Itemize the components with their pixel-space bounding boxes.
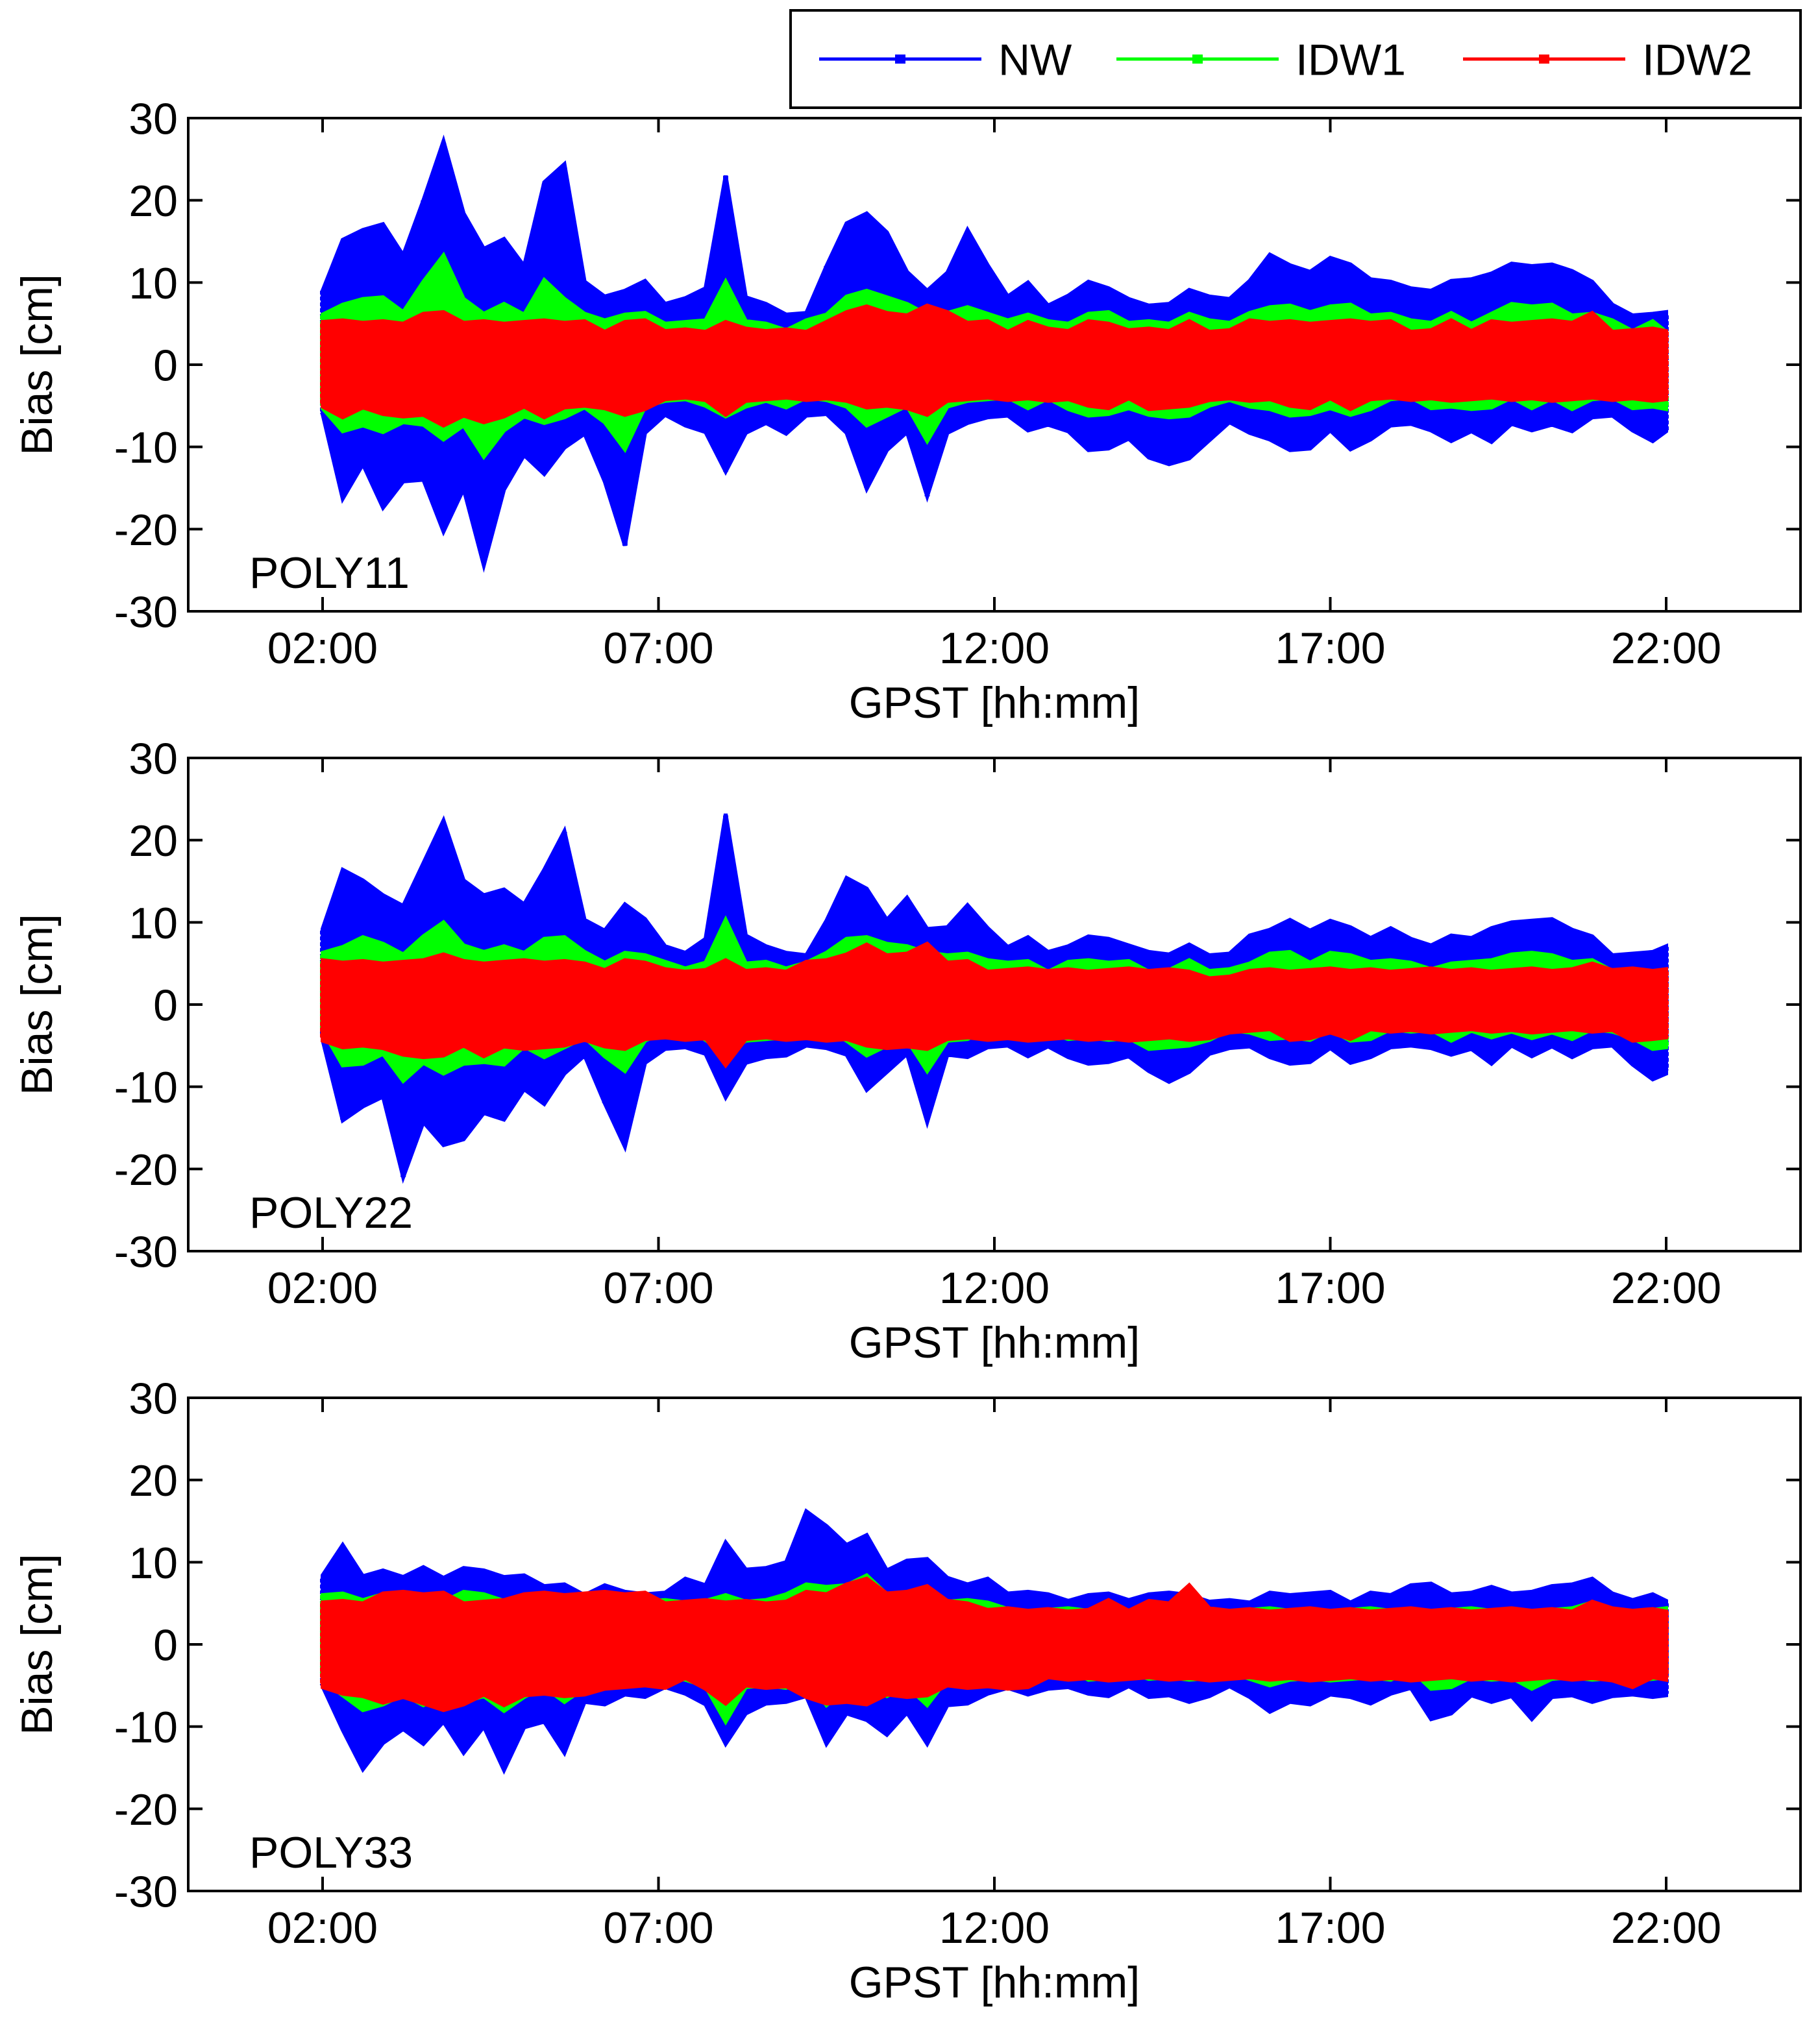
y-tick-label: 10 [129,1539,178,1588]
y-axis-label: Bias [cm] [12,914,62,1095]
x-tick-label: 12:00 [939,1263,1050,1313]
x-tick-label: 22:00 [1611,624,1721,673]
y-tick-label: 20 [129,177,178,226]
legend-marker [895,55,905,64]
panel-label: POLY33 [249,1828,413,1877]
x-axis-label: GPST [hh:mm] [849,1958,1140,2007]
legend-label: IDW2 [1642,35,1752,84]
panel-poly11: 30 20 10 0 -10 -20 -30 02:00 07:00 12:00 17:00 22:0… [12,94,1802,727]
legend-entry-idw1: IDW1 [1116,35,1406,84]
y-axis-label: Bias [cm] [12,1554,62,1735]
y-tick-label: 20 [129,816,178,866]
x-tick-label: 07:00 [603,624,713,673]
y-tick-label: -20 [114,1785,178,1835]
y-tick-label: 0 [153,1620,178,1670]
y-tick-label: -10 [114,1063,178,1112]
x-tick-label: 12:00 [939,624,1050,673]
panel-label: POLY11 [249,548,410,598]
y-tick-label: 0 [153,981,178,1030]
x-tick-label: 02:00 [267,1263,378,1313]
panel-label: POLY22 [249,1188,413,1238]
y-tick-label: 30 [129,1374,178,1423]
x-tick-label: 17:00 [1275,624,1385,673]
x-tick-label: 02:00 [267,624,378,673]
y-tick-label: 10 [129,899,178,948]
y-tick-label: 30 [129,94,178,143]
legend-marker [1539,55,1549,64]
x-tick-label: 07:00 [603,1263,713,1313]
legend-label: IDW1 [1296,35,1406,84]
x-tick-label: 07:00 [603,1903,713,1953]
legend: NW IDW1 IDW2 [789,9,1802,109]
chart-panels: 30 20 10 0 -10 -20 -30 02:00 07:00 12:00 17:00 22:0… [12,94,1802,2007]
legend-entry-nw: NW [819,35,1072,84]
x-tick-label: 17:00 [1275,1263,1385,1313]
x-tick-label: 12:00 [939,1903,1050,1953]
y-tick-label: -10 [114,1703,178,1752]
y-axis-label: Bias [cm] [12,274,62,456]
y-tick-label: -20 [114,1145,178,1195]
x-tick-label: 17:00 [1275,1903,1385,1953]
y-tick-label: 30 [129,734,178,783]
x-tick-label: 22:00 [1611,1263,1721,1313]
x-axis-label: GPST [hh:mm] [849,1318,1140,1367]
x-axis-label: GPST [hh:mm] [849,678,1140,727]
y-tick-label: -30 [114,587,178,637]
x-tick-label: 22:00 [1611,1903,1721,1953]
y-tick-label: 20 [129,1456,178,1506]
y-tick-label: -30 [114,1867,178,1916]
y-tick-label: -10 [114,423,178,472]
y-tick-label: 10 [129,259,178,308]
legend-label: NW [998,35,1072,84]
legend-marker [1192,55,1203,64]
y-tick-label: -20 [114,506,178,555]
panel-poly33: 30 20 10 0 -10 -20 -30 02:00 07:00 12:00 17:00 22:0… [12,1374,1802,2007]
x-tick-label: 02:00 [267,1903,378,1953]
legend-entry-idw2: IDW2 [1463,35,1752,84]
panel-poly22: 30 20 10 0 -10 -20 -30 02:00 07:00 12:00 17:00 22:0… [12,734,1802,1367]
y-tick-label: -30 [114,1227,178,1276]
y-tick-label: 0 [153,341,178,390]
